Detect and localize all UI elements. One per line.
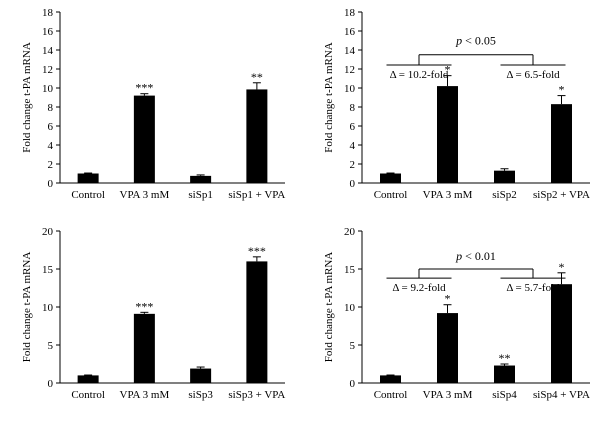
- y-tick-label: 0: [350, 178, 356, 190]
- y-tick-label: 10: [344, 302, 356, 314]
- y-tick-label: 10: [42, 83, 54, 95]
- fold-change-label: Δ = 5.7-fold: [506, 282, 560, 294]
- bar: [133, 313, 155, 383]
- y-tick-label: 0: [48, 378, 54, 390]
- y-axis-title: Fold change t-PA mRNA: [323, 252, 335, 363]
- chart-panel-1: 0 2 4 6 8 10 12 14 16 18 Fold change t-PA mRNA Cont…: [21, 7, 285, 201]
- y-tick-label: 4: [350, 140, 356, 152]
- significance-label: ***: [135, 81, 153, 95]
- chart-panel-3: 0 5 10 15 20 Fold change t-PA mRNA Control *** V…: [21, 226, 285, 401]
- bar: [246, 261, 268, 383]
- bar: [494, 170, 515, 183]
- y-tick-label: 2: [48, 159, 54, 171]
- bar: [494, 365, 515, 383]
- bar: [133, 95, 155, 183]
- bar: [380, 375, 401, 383]
- category-label: siSp2: [492, 189, 516, 201]
- category-label: siSp4: [492, 389, 517, 401]
- category-label: VPA 3 mM: [120, 389, 170, 401]
- bar: [190, 368, 212, 383]
- bar: [380, 173, 401, 183]
- category-label: Control: [71, 389, 105, 401]
- bar: [77, 173, 99, 183]
- y-axis-title: Fold change t-PA mRNA: [323, 42, 335, 153]
- y-tick-label: 14: [42, 45, 54, 57]
- y-tick-label: 20: [344, 226, 356, 238]
- bar: [437, 313, 458, 383]
- fold-change-label: Δ = 6.5-fold: [506, 69, 560, 81]
- y-tick-label: 8: [48, 102, 54, 114]
- y-tick-label: 10: [42, 302, 54, 314]
- y-tick-label: 5: [350, 340, 356, 352]
- significance-label: ***: [248, 244, 266, 258]
- chart-panel-4: 0 5 10 15 20 Fold change t-PA mRNA Control * VPA…: [323, 226, 590, 401]
- category-label: VPA 3 mM: [423, 389, 473, 401]
- category-label: Control: [374, 189, 408, 201]
- bar: [246, 89, 268, 183]
- y-tick-label: 12: [344, 64, 355, 76]
- bar: [437, 86, 458, 183]
- y-tick-label: 14: [344, 45, 356, 57]
- y-tick-label: 0: [48, 178, 54, 190]
- bar: [190, 175, 212, 183]
- y-axis-title: Fold change t-PA mRNA: [21, 252, 33, 363]
- category-label: siSp3: [188, 389, 213, 401]
- category-label: siSp4 + VPA: [533, 389, 590, 401]
- category-label: siSp1: [188, 189, 212, 201]
- significance-label: **: [251, 70, 263, 84]
- y-tick-label: 8: [350, 102, 356, 114]
- category-label: VPA 3 mM: [120, 189, 170, 201]
- y-tick-label: 18: [42, 7, 54, 19]
- y-tick-label: 18: [344, 7, 356, 19]
- y-tick-label: 16: [42, 26, 54, 38]
- p-value-label: p < 0.05: [455, 33, 496, 47]
- y-tick-label: 6: [48, 121, 54, 133]
- p-value-label: p < 0.01: [455, 249, 496, 263]
- chart-panel-2: 0 2 4 6 8 10 12 14 16 18 Fold change t-PA mRNA Cont…: [323, 7, 590, 201]
- significance-label: ***: [135, 299, 153, 313]
- category-label: siSp1 + VPA: [228, 189, 285, 201]
- y-tick-label: 6: [350, 121, 356, 133]
- y-tick-label: 15: [42, 264, 54, 276]
- y-tick-label: 15: [344, 264, 356, 276]
- y-tick-label: 4: [48, 140, 54, 152]
- y-tick-label: 10: [344, 83, 356, 95]
- fold-change-label: Δ = 10.2-fold: [390, 69, 449, 81]
- category-label: siSp2 + VPA: [533, 189, 590, 201]
- bar: [551, 284, 572, 383]
- category-label: Control: [374, 389, 408, 401]
- y-tick-label: 5: [48, 340, 54, 352]
- y-tick-label: 12: [42, 64, 53, 76]
- significance-label: *: [445, 63, 451, 77]
- category-label: Control: [71, 189, 105, 201]
- y-axis-title: Fold change t-PA mRNA: [21, 42, 33, 153]
- significance-label: *: [559, 83, 565, 97]
- bar: [77, 375, 99, 383]
- bar: [551, 104, 572, 183]
- y-tick-label: 0: [350, 378, 356, 390]
- y-tick-label: 20: [42, 226, 54, 238]
- significance-label: *: [445, 292, 451, 306]
- y-tick-label: 16: [344, 26, 356, 38]
- significance-label: **: [499, 351, 511, 365]
- significance-label: *: [559, 260, 565, 274]
- fold-change-label: Δ = 9.2-fold: [392, 282, 446, 294]
- category-label: siSp3 + VPA: [228, 389, 285, 401]
- y-tick-label: 2: [350, 159, 356, 171]
- category-label: VPA 3 mM: [423, 189, 473, 201]
